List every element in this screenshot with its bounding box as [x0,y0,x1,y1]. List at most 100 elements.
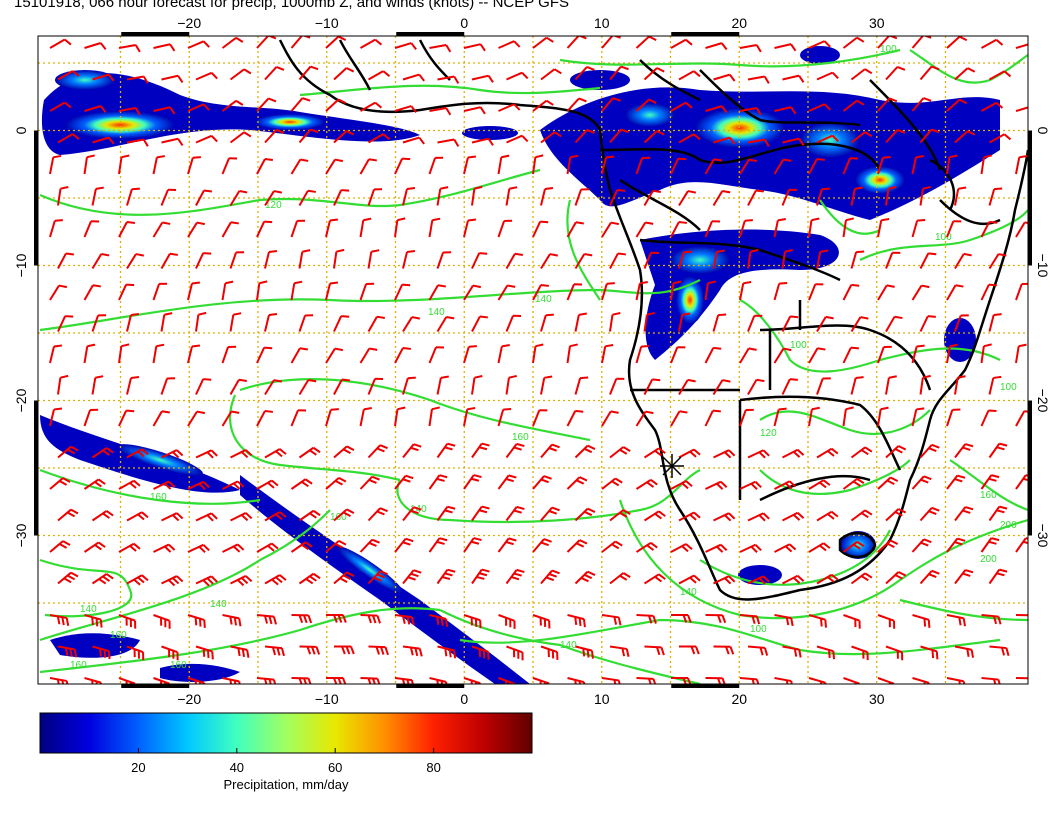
wind-barb [471,505,490,522]
wind-barb [635,98,657,112]
wind-barb [83,284,101,301]
contour-label: 200 [1000,520,1017,531]
contour-line [299,84,601,97]
wind-barb [678,70,701,81]
wind-barb [195,575,218,587]
wind-barb [574,376,589,395]
wind-barb [747,378,765,396]
frame-bar [396,32,465,36]
wind-barb [705,677,726,684]
wind-barb [498,614,516,629]
wind-barb [919,252,937,269]
wind-barb [540,645,559,660]
wind-barb [609,509,631,522]
colorbar-tick-label: 20 [131,760,145,775]
wind-barb [471,442,490,459]
wind-barb [981,101,1004,112]
wind-barb [842,478,865,490]
wind-barb [436,505,456,522]
wind-barb [842,99,865,112]
wind-barb [264,312,278,332]
wind-barb [298,314,314,332]
wind-barb [678,645,700,655]
wind-barb [747,138,770,147]
wind-barb [773,281,788,301]
wind-barb [471,252,488,269]
wind-barb [463,406,476,427]
wind-barb [540,569,560,585]
x-tick-label-top: −10 [315,15,339,31]
wind-barb [946,36,968,49]
contour-label: 100 [790,340,807,351]
x-tick-label-top: −20 [177,15,201,31]
wind-barb [705,614,727,624]
wind-barb [57,445,79,459]
frame-bar [121,32,190,36]
frame-bar [396,684,465,688]
wind-barb [368,645,389,656]
wind-barb [808,103,831,112]
wind-barb [540,68,562,81]
wind-barb [670,280,682,301]
wind-barb [644,645,665,656]
wind-barb [609,645,630,657]
wind-barb [83,478,106,490]
wind-barb [118,343,130,364]
wind-barb [954,130,976,144]
wind-barb [264,249,278,269]
wind-barb [635,344,650,364]
wind-barb [298,65,319,81]
wind-barb [83,343,96,364]
wind-barb [463,155,477,175]
wind-barb [877,284,895,301]
wind-barb [471,568,490,585]
wind-barb [118,614,137,629]
wind-barb [256,346,273,364]
wind-barb [187,543,210,554]
wind-barb [126,138,149,147]
wind-barb [643,573,666,585]
wind-barb [436,186,449,206]
wind-barb [195,134,218,144]
wind-barb [1015,537,1028,553]
wind-barb [402,136,425,145]
wind-barb [1015,106,1028,112]
wind-barb [670,157,687,175]
colorbar-tick-label: 40 [230,760,244,775]
wind-barb [643,447,666,459]
contour-line [39,607,441,674]
wind-barb [1015,343,1027,364]
wind-barb [540,131,562,144]
wind-barb [428,156,444,175]
wind-barb [92,73,115,82]
contour-line [39,509,331,642]
wind-barb [367,444,388,459]
wind-barb [739,44,762,53]
wind-barb [118,479,141,490]
wind-barb [333,130,355,144]
wind-barb [885,315,903,333]
wind-barb [471,315,488,332]
wind-barb [264,645,285,657]
wind-barb [367,315,385,332]
map-frame [37,35,1029,685]
wind-barb [885,65,906,81]
wind-barb [92,136,115,145]
y-tick-label-left: 0 [13,126,29,134]
wind-barb [575,645,594,659]
wind-barb [298,572,321,585]
wind-barb [359,158,377,175]
wind-barb [842,36,865,49]
wind-barb [290,219,306,238]
wind-barb [643,311,655,332]
wind-barb [333,571,355,585]
wind-barb [609,312,621,332]
wind-barb [471,375,483,395]
wind-barb [229,251,245,269]
wind-barb [152,221,171,238]
contour-label: 140 [210,599,227,610]
wind-barb [885,645,904,661]
contour-label: 160 [150,492,167,503]
wind-barb [946,614,967,627]
wind-barb [609,128,629,144]
